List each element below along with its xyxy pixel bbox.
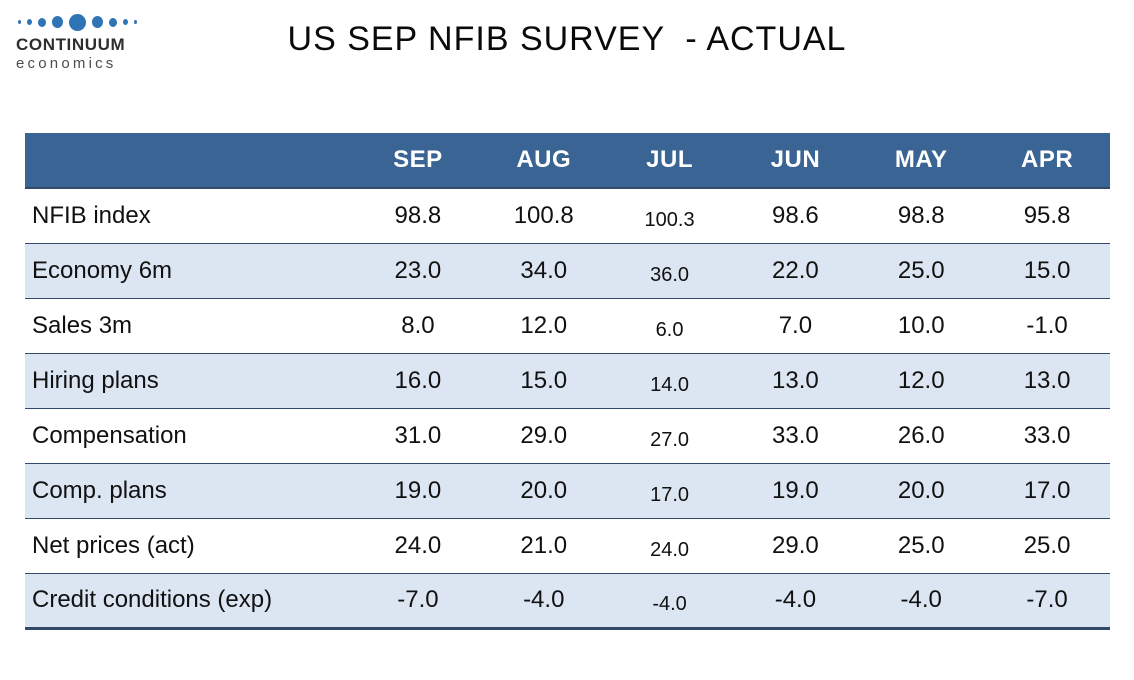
cell-value: -1.0 [1026,311,1068,339]
cell-value: 33.0 [1023,421,1071,449]
cell-value: 36.0 [650,263,690,286]
cell-value: 10.0 [897,311,945,339]
cell-value: 14.0 [650,373,690,396]
cell-value: 98.8 [394,201,442,229]
cell-value: 12.0 [520,311,568,339]
cell-value: -7.0 [397,586,439,613]
column-header-may: MAY [858,133,985,189]
nfib-survey-table: SEP AUG JUL JUN MAY APR NFIB index 98.8 100.8 10… [25,133,1110,630]
cell-value: 98.6 [772,201,819,229]
table-row: Net prices (act) 24.0 21.0 24.0 29.0 25.0 25.0 [25,518,1110,573]
logo-dot-icon [123,19,128,25]
logo-dot-icon [134,20,137,24]
row-label: Credit conditions (exp) [32,586,273,613]
logo-dot-icon [18,20,21,24]
cell-value: 13.0 [772,366,819,394]
cell-value: 13.0 [1023,366,1071,394]
cell-value: 27.0 [650,428,690,451]
table-row: Credit conditions (exp) -7.0 -4.0 -4.0 -4.0 -… [25,573,1110,628]
logo-dot-icon [27,19,32,25]
column-header-jun: JUN [732,133,859,189]
cell-value: -4.0 [652,593,687,615]
cell-value: 12.0 [897,366,945,394]
cell-value: -4.0 [523,586,565,613]
cell-value: -4.0 [900,586,942,613]
row-label: Sales 3m [32,311,133,339]
cell-value: 21.0 [520,531,568,559]
table-row: Hiring plans 16.0 15.0 14.0 13.0 12.0 13.0 [25,353,1110,408]
table-row: Sales 3m 8.0 12.0 6.0 7.0 10.0 -1.0 [25,298,1110,353]
cell-value: 34.0 [520,256,568,284]
cell-value: 17.0 [650,483,690,506]
cell-value: 98.8 [897,201,945,229]
cell-value: 7.0 [778,311,813,339]
row-label: Hiring plans [32,366,159,394]
logo-sub-text: economics [16,55,117,72]
column-header-aug: AUG [480,133,607,189]
logo-brand-text: CONTINUUM [16,35,126,54]
cell-value: 24.0 [394,531,442,559]
cell-value: 20.0 [520,476,568,504]
continuum-economics-logo: CONTINUUM economics [16,12,166,72]
cell-value: 19.0 [772,476,819,504]
cell-value: 23.0 [394,256,442,284]
cell-value: 22.0 [772,256,819,284]
logo-dot-icon [52,16,63,28]
cell-value: -7.0 [1026,586,1068,613]
logo-dot-icon [69,13,86,31]
row-label: NFIB index [32,201,151,229]
row-label: Compensation [32,421,187,449]
row-label: Economy 6m [32,256,173,284]
row-label: Comp. plans [32,476,167,504]
cell-value: 19.0 [394,476,442,504]
corner-cell [25,133,355,189]
column-header-apr: APR [984,133,1110,189]
logo-dot-icon [38,17,46,27]
table-body: NFIB index 98.8 100.8 100.3 98.6 98.8 95.8 Econ… [25,188,1110,628]
column-header-sep: SEP [355,133,481,189]
cell-value: 15.0 [520,366,568,394]
table-header-row: SEP AUG JUL JUN MAY APR [25,133,1110,189]
cell-value: 31.0 [394,421,442,449]
table-row: NFIB index 98.8 100.8 100.3 98.6 98.8 95.8 [25,188,1110,243]
cell-value: 29.0 [520,421,568,449]
cell-value: 100.3 [644,208,695,231]
cell-value: 25.0 [1023,531,1071,559]
cell-value: 25.0 [897,531,945,559]
page-title: US SEP NFIB SURVEY - ACTUAL [287,20,847,58]
table-row: Comp. plans 19.0 20.0 17.0 19.0 20.0 17.0 [25,463,1110,518]
cell-value: 26.0 [897,421,945,449]
row-label: Net prices (act) [32,531,195,559]
cell-value: -4.0 [774,586,817,613]
cell-value: 24.0 [650,538,690,561]
table-row: Economy 6m 23.0 34.0 36.0 22.0 25.0 15.0 [25,243,1110,298]
column-header-jul: JUL [606,133,733,189]
table-header: SEP AUG JUL JUN MAY APR [25,133,1110,189]
cell-value: 17.0 [1023,476,1071,504]
cell-value: 29.0 [772,531,819,559]
cell-value: 6.0 [655,318,684,341]
logo-dot-icon [92,16,103,28]
cell-value: 15.0 [1023,256,1071,284]
cell-value: 25.0 [897,256,945,284]
cell-value: 16.0 [394,366,442,394]
table-row: Compensation 31.0 29.0 27.0 33.0 26.0 33.0 [25,408,1110,463]
cell-value: 33.0 [772,421,819,449]
cell-value: 100.8 [513,201,574,229]
logo-dots-icon [16,12,166,32]
logo-dot-icon [109,17,117,27]
cell-value: 20.0 [897,476,945,504]
cell-value: 8.0 [401,311,435,339]
cell-value: 95.8 [1023,201,1071,229]
